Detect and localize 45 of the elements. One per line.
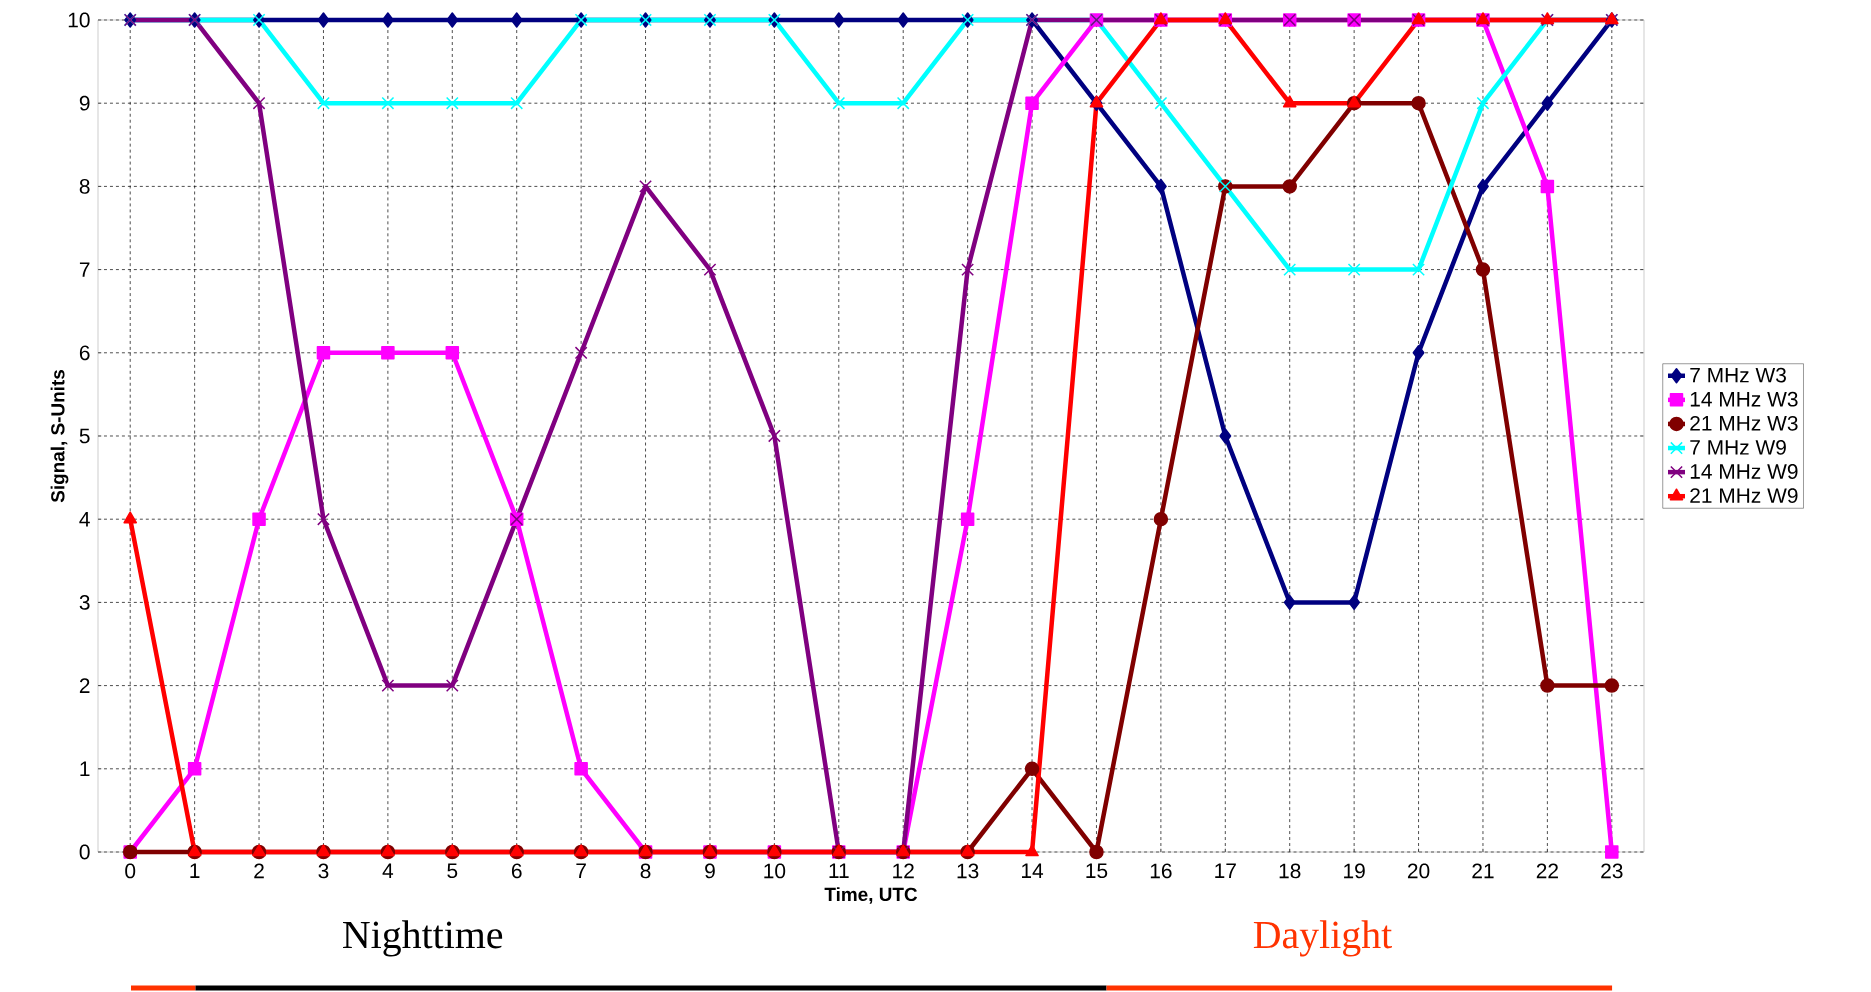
x-tick-label: 22 — [1536, 863, 1558, 879]
y-tick-label: 7 — [79, 262, 90, 277]
y-tick-label: 8 — [79, 178, 90, 194]
y-tick-label: 9 — [79, 95, 90, 111]
x-tick-label: 9 — [705, 863, 715, 879]
x-tick-label: 7 — [576, 863, 586, 878]
x-tick-label: 3 — [318, 863, 329, 879]
x-tick-label: 10 — [764, 863, 786, 879]
x-tick-label: 4 — [382, 863, 394, 878]
legend-label: 21 MHz W9 — [1690, 488, 1798, 503]
x-tick-label: 0 — [125, 863, 136, 879]
x-tick-label: 15 — [1086, 863, 1108, 879]
x-tick-label: 19 — [1344, 863, 1365, 879]
y-tick-label: 5 — [79, 428, 90, 444]
legend-label: 7 MHz W9 — [1690, 439, 1786, 455]
y-tick-label: 3 — [79, 594, 90, 610]
legend-label: 21 MHz W3 — [1690, 415, 1798, 431]
y-tick-label: 4 — [79, 512, 90, 527]
x-tick-label: 16 — [1150, 863, 1172, 879]
x-tick-label: 2 — [254, 863, 264, 879]
text: Daylight — [1253, 920, 1392, 957]
x-tick-label: 8 — [640, 863, 651, 879]
legend-label: 7 MHz W3 — [1690, 367, 1786, 383]
x-tick-label: 23 — [1601, 863, 1623, 879]
x-tick-label: 17 — [1215, 863, 1236, 878]
y-tick-label: 1 — [80, 761, 90, 776]
y-tick-label: 0 — [79, 844, 90, 860]
x-tick-label: 13 — [957, 863, 979, 879]
x-tick-label: 1 — [190, 863, 200, 878]
x-tick-label: 11 — [829, 863, 849, 878]
x-tick-label: 6 — [511, 863, 522, 879]
x-axis-title: Time, UTC — [824, 887, 918, 904]
x-tick-label: 12 — [893, 863, 914, 879]
legend-label: 14 MHz W3 — [1690, 391, 1798, 407]
x-tick-label: 14 — [1022, 863, 1044, 878]
text: Nighttime — [343, 920, 503, 957]
legend-label: 14 MHz W9 — [1690, 464, 1798, 479]
x-tick-label: 21 — [1472, 863, 1494, 879]
x-tick-label: 18 — [1279, 863, 1301, 879]
x-tick-label: 5 — [447, 863, 458, 879]
y-tick-label: 2 — [79, 678, 90, 693]
x-tick-label: 20 — [1407, 863, 1430, 879]
y-axis-title: Signal, S-Units — [50, 369, 69, 503]
y-tick-label: 10 — [68, 12, 90, 28]
y-tick-label: 6 — [79, 345, 90, 361]
